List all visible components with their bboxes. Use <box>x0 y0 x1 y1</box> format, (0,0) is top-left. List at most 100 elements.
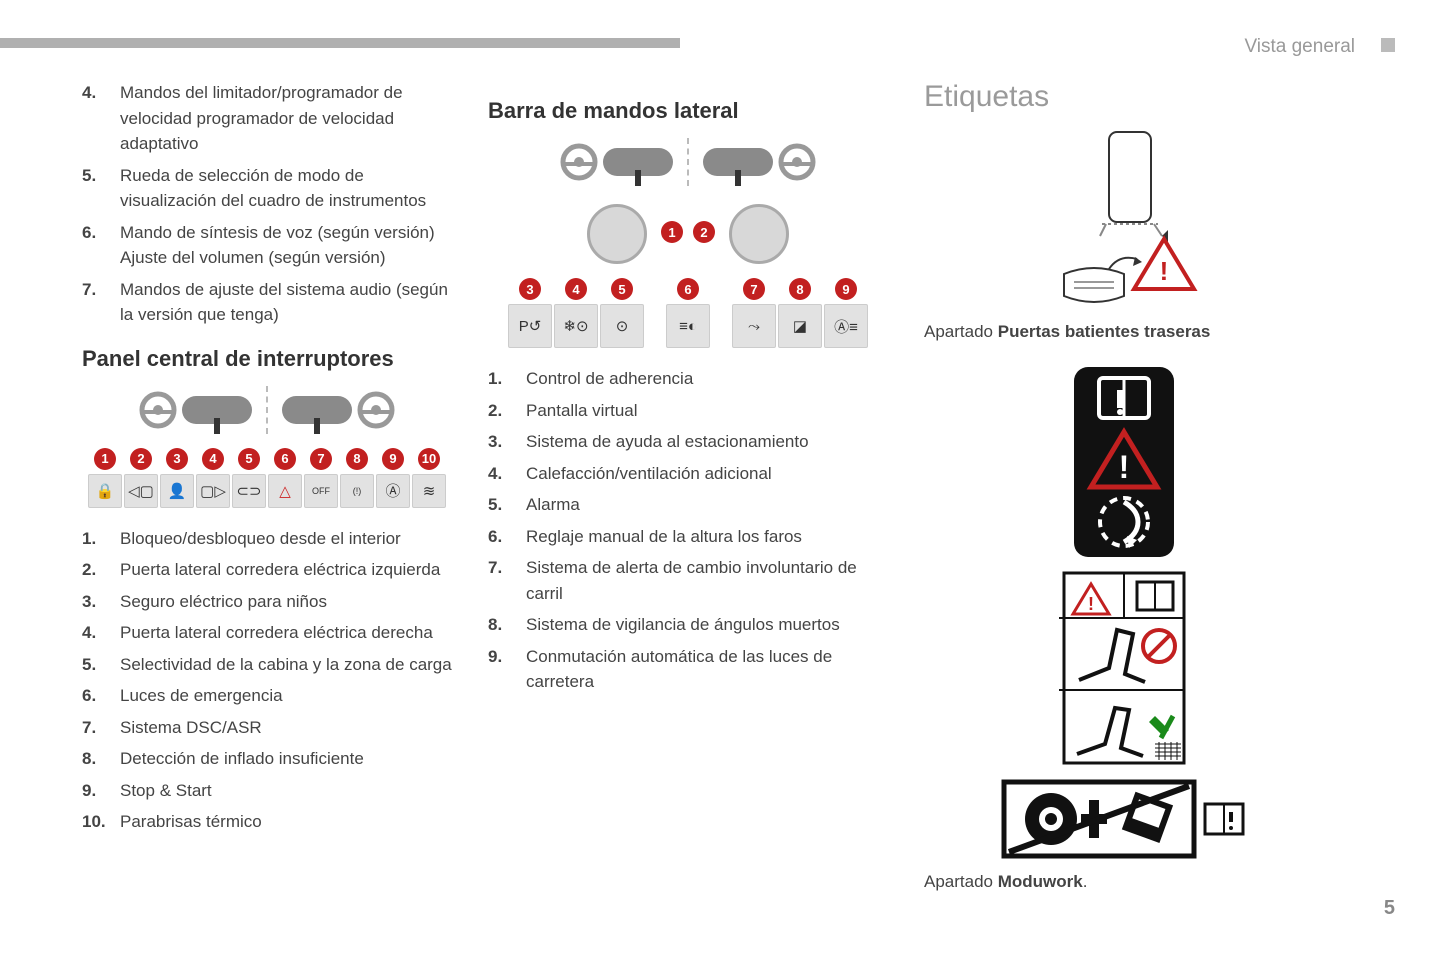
switch-cell: 5⊙ <box>600 278 644 348</box>
number-badge: 5 <box>611 278 633 300</box>
switch-button-icon: ⊙ <box>600 304 644 348</box>
switch-cell: 3👤 <box>160 448 194 508</box>
list-item-text: Conmutación automática de las luces de c… <box>526 644 888 695</box>
lateral-numbered-list: 1.Control de adherencia2.Pantalla virtua… <box>488 366 888 695</box>
switch-cell: 6≡◐ <box>666 278 710 348</box>
list-item-text: Mandos de ajuste del sistema audio (segú… <box>120 277 452 328</box>
heading-etiquetas: Etiquetas <box>924 80 1324 114</box>
switch-cell: 9 Ⓐ≡ <box>824 278 868 348</box>
number-badge: 7 <box>310 448 332 470</box>
label-diagram-no-driving <box>924 774 1324 864</box>
list-item-number: 4. <box>82 80 120 157</box>
list-item-number: 6. <box>82 220 120 271</box>
list-item: 10.Parabrisas térmico <box>82 809 452 835</box>
switch-cell: 3P↺ <box>508 278 552 348</box>
dashboard-blob-icon <box>703 148 773 176</box>
switch-cell: 4 ❄⊙ <box>554 278 598 348</box>
list-item-number: 4. <box>488 461 526 487</box>
steering-wheel-icon <box>777 142 817 182</box>
dashboard-blob-icon <box>603 148 673 176</box>
list-item: 2.Pantalla virtual <box>488 398 888 424</box>
switch-cell: 10 ≋ <box>412 448 446 508</box>
list-item-text: Puerta lateral corredera eléctrica derec… <box>120 620 452 646</box>
number-badge: 5 <box>238 448 260 470</box>
list-item: 2.Puerta lateral corredera eléctrica izq… <box>82 557 452 583</box>
lateral-button-row: 3P↺4❄⊙5⊙6≡◐7⤳8◪9Ⓐ≡ <box>488 278 888 348</box>
list-item-text: Sistema de ayuda al estacionamiento <box>526 429 888 455</box>
rotary-dial-icon <box>587 204 647 264</box>
number-badge: 3 <box>166 448 188 470</box>
switch-cell: 9Ⓐ <box>376 448 410 508</box>
list-item-number: 1. <box>82 526 120 552</box>
list-item-text: Parabrisas térmico <box>120 809 452 835</box>
list-item: 8.Detección de inflado insuficiente <box>82 746 452 772</box>
list-item: 7.Mandos de ajuste del sistema audio (se… <box>82 277 452 328</box>
dial-row: 1 2 <box>488 200 888 268</box>
vertical-divider-icon <box>687 138 689 186</box>
list-item: 8.Sistema de vigilancia de ángulos muert… <box>488 612 888 638</box>
list-item-number: 3. <box>82 589 120 615</box>
steering-wheel-icon <box>356 390 396 430</box>
switch-button-icon: ◪ <box>778 304 822 348</box>
list-item: 7.Sistema de alerta de cambio involuntar… <box>488 555 888 606</box>
list-item: 4.Mandos del limitador/programador de ve… <box>82 80 452 157</box>
header-marker-square <box>1381 38 1395 52</box>
list-item-number: 7. <box>82 277 120 328</box>
list-item-text: Calefacción/ventilación adicional <box>526 461 888 487</box>
heading-barra-lateral: Barra de mandos lateral <box>488 98 888 124</box>
list-item-number: 4. <box>82 620 120 646</box>
list-item-text: Reglaje manual de la altura los faros <box>526 524 888 550</box>
caption-bold: Puertas batientes traseras <box>998 322 1211 341</box>
steering-row <box>82 386 452 434</box>
list-item: 5.Rueda de selección de modo de visualiz… <box>82 163 452 214</box>
list-item-text: Bloqueo/desbloqueo desde el interior <box>120 526 452 552</box>
list-item-text: Mandos del limitador/programador de velo… <box>120 80 452 157</box>
caption-prefix: Apartado <box>924 322 998 341</box>
list-item: 4.Puerta lateral corredera eléctrica der… <box>82 620 452 646</box>
switch-cell: 8◪ <box>778 278 822 348</box>
list-item: 9.Stop & Start <box>82 778 452 804</box>
number-badge: 1 <box>661 221 683 243</box>
list-item-number: 1. <box>488 366 526 392</box>
central-numbered-list: 1.Bloqueo/desbloqueo desde el interior 2.… <box>82 526 452 835</box>
switch-button-icon: ▢▷ <box>196 474 230 508</box>
list-item-text: Seguro eléctrico para niños <box>120 589 452 615</box>
switch-button-icon: ⊂⊃ <box>232 474 266 508</box>
diagram-barra-lateral: 1 2 3P↺4❄⊙5⊙6≡◐7⤳8◪9Ⓐ≡ <box>488 138 888 348</box>
switch-button-icon: ❄⊙ <box>554 304 598 348</box>
number-badge: 2 <box>130 448 152 470</box>
list-item: 4.Calefacción/ventilación adicional <box>488 461 888 487</box>
number-badge: 2 <box>693 221 715 243</box>
number-badge: 3 <box>519 278 541 300</box>
list-item-number: 10. <box>82 809 120 835</box>
list-item: 1.Bloqueo/desbloqueo desde el interior <box>82 526 452 552</box>
column-middle: Barra de mandos lateral <box>488 80 888 892</box>
list-item-number: 8. <box>82 746 120 772</box>
heading-panel-central: Panel central de interruptores <box>82 346 452 372</box>
dashboard-blob-icon <box>182 396 252 424</box>
list-item: 5.Selectividad de la cabina y la zona de… <box>82 652 452 678</box>
number-badge: 10 <box>418 448 440 470</box>
page-number: 5 <box>1384 897 1395 920</box>
list-item-text: Stop & Start <box>120 778 452 804</box>
number-badge: 4 <box>565 278 587 300</box>
diagram-panel-central: 1🔒2◁▢3👤4▢▷5⊂⊃6△7OFF8(!)9Ⓐ10≋ <box>82 386 452 508</box>
column-left: 4.Mandos del limitador/programador de ve… <box>82 80 452 892</box>
switch-button-icon: 🔒 <box>88 474 122 508</box>
switch-button-icon: 👤 <box>160 474 194 508</box>
list-item-number: 9. <box>488 644 526 695</box>
switch-cell: 7⤳ <box>732 278 776 348</box>
number-badge: 8 <box>789 278 811 300</box>
switch-cell: 4 ▢▷ <box>196 448 230 508</box>
number-badge: 9 <box>835 278 857 300</box>
intro-numbered-list: 4.Mandos del limitador/programador de ve… <box>82 80 452 328</box>
number-badge: 6 <box>677 278 699 300</box>
list-item: 9.Conmutación automática de las luces de… <box>488 644 888 695</box>
switch-button-icon: (!) <box>340 474 374 508</box>
switch-button-icon: Ⓐ≡ <box>824 304 868 348</box>
switch-button-icon: ≋ <box>412 474 446 508</box>
list-item: 6.Reglaje manual de la altura los faros <box>488 524 888 550</box>
number-badge: 4 <box>202 448 224 470</box>
caption-moduwork: Apartado Moduwork. <box>924 872 1324 892</box>
list-item-number: 6. <box>82 683 120 709</box>
